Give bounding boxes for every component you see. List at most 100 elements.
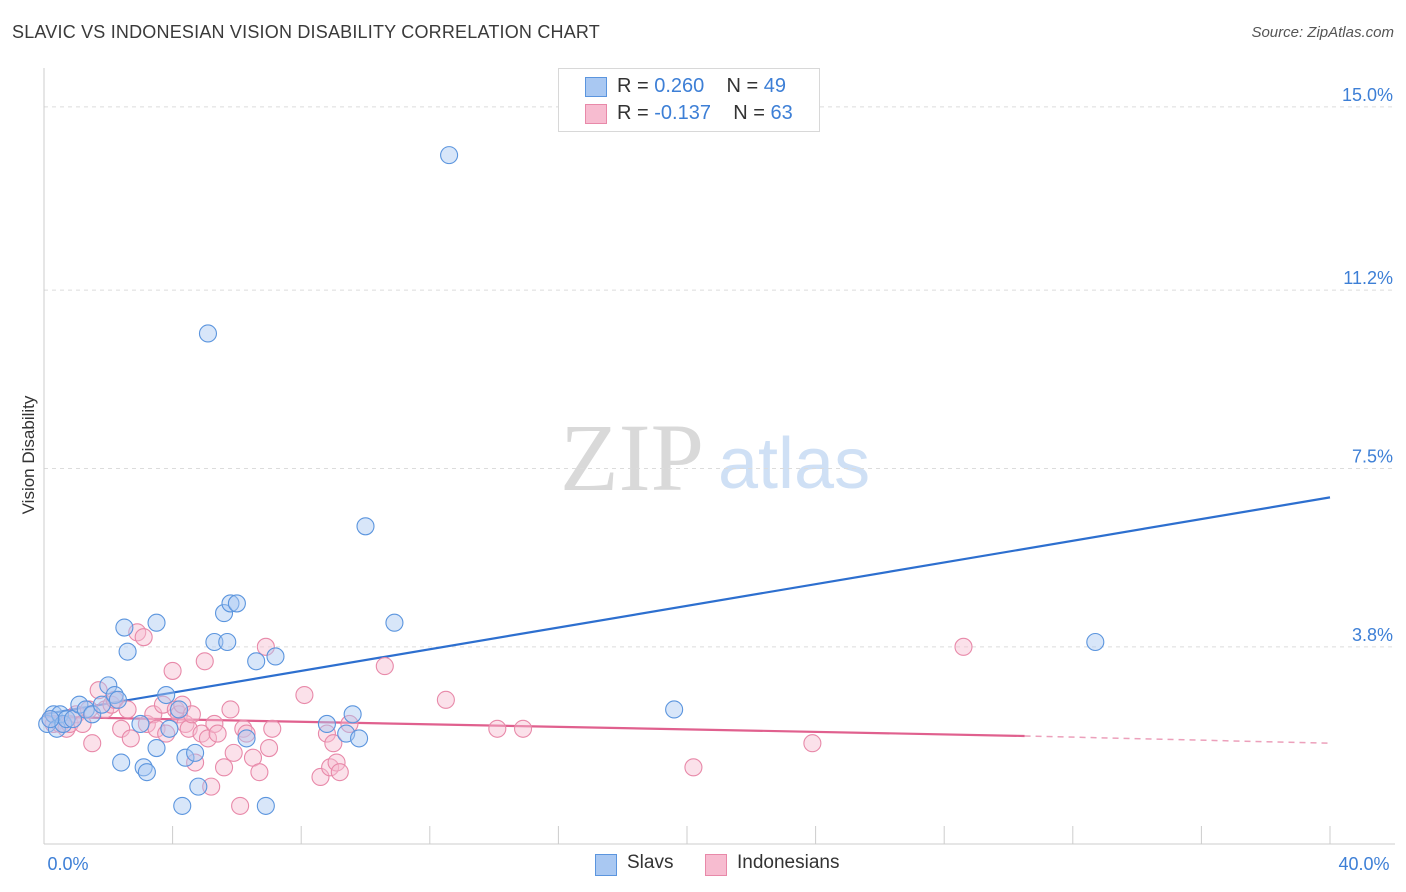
slavs-point[interactable] (105, 685, 124, 705)
indonesians-point[interactable] (259, 739, 279, 758)
indonesians-r-label: R = (617, 102, 649, 124)
indonesians-point[interactable] (513, 719, 533, 738)
slavs-point[interactable] (198, 324, 218, 343)
indonesians-point[interactable] (684, 758, 703, 777)
slavs-point[interactable] (1086, 632, 1105, 652)
slavs-point[interactable] (218, 632, 237, 652)
y-tick-label: 3.8% (1352, 625, 1393, 645)
indonesians-point[interactable] (375, 657, 394, 676)
indonesians-point[interactable] (121, 729, 140, 748)
indonesians-point[interactable] (256, 637, 275, 656)
indonesians-point[interactable] (83, 734, 102, 753)
indonesians-point[interactable] (137, 714, 156, 733)
slavs-point[interactable] (41, 710, 60, 729)
indonesians-point[interactable] (208, 724, 227, 743)
indonesians-point[interactable] (144, 705, 163, 724)
indonesians-swatch (585, 104, 607, 124)
slavs-point[interactable] (227, 594, 246, 613)
slavs-point[interactable] (83, 705, 102, 724)
watermark-atlas: atlas (718, 424, 870, 504)
indonesians-point[interactable] (954, 637, 973, 656)
slavs-point[interactable] (115, 618, 134, 637)
slavs-point[interactable] (112, 753, 131, 772)
slavs-point[interactable] (147, 613, 166, 632)
correlation-legend: R = 0.260 N = 49 R = -0.137 N = 63 (558, 68, 820, 132)
indonesians-point[interactable] (317, 724, 336, 743)
slavs-point[interactable] (214, 604, 234, 623)
indonesians-point[interactable] (327, 753, 346, 772)
bottom-slavs-swatch (595, 854, 617, 876)
indonesians-point[interactable] (221, 700, 240, 719)
indonesians-point[interactable] (231, 796, 250, 815)
slavs-point[interactable] (186, 743, 205, 762)
bottom-indonesians-swatch (705, 854, 727, 876)
indonesians-point[interactable] (234, 719, 253, 738)
slavs-point[interactable] (134, 758, 153, 777)
slavs-point[interactable] (247, 652, 266, 671)
indonesians-point[interactable] (157, 724, 176, 743)
slavs-point[interactable] (237, 729, 256, 748)
slavs-point[interactable] (57, 710, 76, 729)
slavs-point[interactable] (160, 719, 179, 738)
x-tick-label-min: 0.0% (47, 854, 88, 874)
indonesians-point[interactable] (311, 767, 330, 787)
bottom-slavs-label: Slavs (627, 852, 674, 873)
slavs-point[interactable] (137, 763, 156, 782)
slavs-point[interactable] (189, 777, 208, 796)
indonesians-point[interactable] (803, 734, 822, 753)
slavs-point[interactable] (205, 632, 224, 652)
indonesians-point[interactable] (214, 758, 234, 777)
indonesians-point[interactable] (295, 685, 314, 705)
indonesians-point[interactable] (237, 724, 256, 743)
indonesians-point[interactable] (195, 652, 214, 671)
y-tick-label: 7.5% (1352, 446, 1393, 466)
slavs-point[interactable] (256, 796, 275, 815)
indonesians-point[interactable] (112, 719, 131, 738)
slavs-point[interactable] (221, 594, 240, 613)
indonesians-point[interactable] (202, 777, 221, 796)
indonesians-point[interactable] (163, 661, 182, 680)
indonesians-point[interactable] (330, 763, 349, 782)
slavs-point[interactable] (343, 705, 362, 724)
indonesians-point[interactable] (263, 719, 282, 738)
slavs-point[interactable] (317, 714, 336, 733)
indonesians-point[interactable] (324, 734, 343, 753)
slavs-point[interactable] (385, 613, 404, 632)
source-label: Source: ZipAtlas.com (1251, 24, 1394, 41)
slavs-r-value: 0.260 (654, 75, 705, 97)
slavs-trend-line (43, 496, 1331, 716)
slavs-point[interactable] (173, 796, 192, 815)
slavs-point[interactable] (440, 146, 459, 165)
indonesians-point[interactable] (118, 700, 137, 719)
indonesians-point[interactable] (488, 719, 507, 738)
slavs-point[interactable] (108, 690, 127, 709)
slavs-n-label: N = (726, 75, 759, 97)
indonesians-point[interactable] (205, 714, 224, 733)
slavs-point[interactable] (665, 700, 684, 719)
indonesians-point[interactable] (134, 628, 153, 647)
slavs-point[interactable] (38, 714, 57, 733)
indonesians-point[interactable] (169, 705, 189, 724)
slavs-point[interactable] (176, 748, 195, 767)
indonesians-point[interactable] (186, 753, 205, 772)
slavs-point[interactable] (147, 739, 166, 758)
chart-title: SLAVIC VS INDONESIAN VISION DISABILITY C… (12, 22, 600, 42)
slavs-point[interactable] (356, 517, 375, 536)
indonesians-n-value: 63 (770, 102, 793, 124)
slavs-point[interactable] (350, 729, 369, 748)
indonesians-point[interactable] (250, 763, 269, 782)
slavs-point[interactable] (99, 676, 118, 695)
slavs-point[interactable] (118, 642, 137, 661)
slavs-point[interactable] (157, 685, 176, 705)
slavs-point[interactable] (131, 714, 150, 733)
slavs-point[interactable] (169, 700, 189, 719)
bottom-indonesians-label: Indonesians (737, 852, 840, 873)
slavs-swatch (585, 77, 607, 97)
slavs-point[interactable] (266, 647, 285, 666)
indonesians-point[interactable] (436, 690, 455, 709)
indonesians-n-label: N = (733, 102, 765, 124)
indonesians-point[interactable] (224, 743, 243, 762)
indonesians-point[interactable] (173, 695, 192, 714)
indonesians-point[interactable] (340, 714, 359, 733)
